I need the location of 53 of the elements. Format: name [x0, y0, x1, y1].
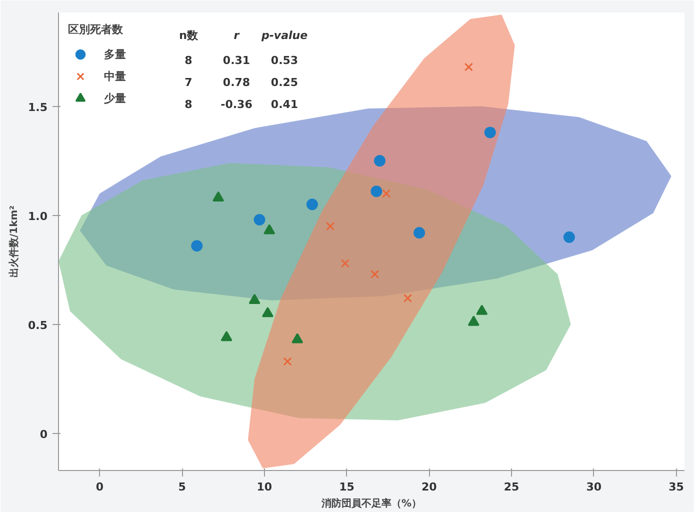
annotation: 0.53 [270, 54, 298, 67]
x-tick-label: 10 [256, 480, 272, 494]
point [262, 306, 274, 318]
point [563, 231, 575, 243]
point [476, 304, 488, 315]
point [468, 316, 480, 326]
point [464, 62, 473, 72]
y-tick-label: 0 [40, 428, 48, 441]
point [370, 270, 380, 278]
annotation: r [234, 29, 240, 42]
legend-label: 少量 [104, 90, 126, 106]
y-tick-label: 1.5 [28, 100, 48, 114]
x-tick-label: 5 [178, 480, 186, 494]
annotation: 8 [184, 98, 192, 111]
point [340, 259, 350, 268]
annotation: 8 [184, 54, 192, 67]
annotation: p-value [260, 29, 308, 42]
point [212, 191, 224, 202]
point [484, 126, 496, 138]
point [191, 240, 203, 252]
y-tick-label: 1.0 [28, 210, 48, 223]
point [403, 294, 412, 302]
y-tick-label: 0.5 [28, 318, 48, 332]
x-axis-title: 消防団員不足率（%） [320, 498, 422, 510]
point [220, 330, 232, 342]
x-tick-label: 25 [504, 480, 520, 494]
legend-label: 中量 [104, 68, 126, 84]
annotation: -0.36 [220, 98, 253, 111]
x-tick-label: 0 [96, 480, 104, 494]
point [306, 198, 318, 210]
point [248, 294, 260, 304]
point [254, 214, 266, 226]
annotation: n数 [179, 29, 199, 42]
annotation: 0.41 [270, 98, 298, 111]
legend-title: 区別死者数 [68, 22, 124, 37]
point [370, 186, 382, 198]
annotation: 7 [184, 76, 192, 89]
x-tick-label: 20 [422, 480, 438, 494]
point [264, 224, 276, 234]
annotation: 0.78 [222, 76, 250, 89]
point [283, 357, 292, 366]
point [382, 189, 391, 198]
x-tick-label: 35 [668, 480, 684, 494]
point [374, 155, 386, 167]
y-axis-title: 出火件数/1km² [8, 205, 20, 278]
x-tick-label: 30 [586, 480, 602, 494]
x-tick-label: 15 [339, 480, 354, 494]
legend-label: 多量 [104, 46, 126, 62]
point [292, 333, 304, 344]
annotation: 0.31 [222, 54, 250, 67]
point [326, 222, 335, 231]
annotation: 0.25 [270, 76, 298, 89]
point [414, 227, 426, 239]
